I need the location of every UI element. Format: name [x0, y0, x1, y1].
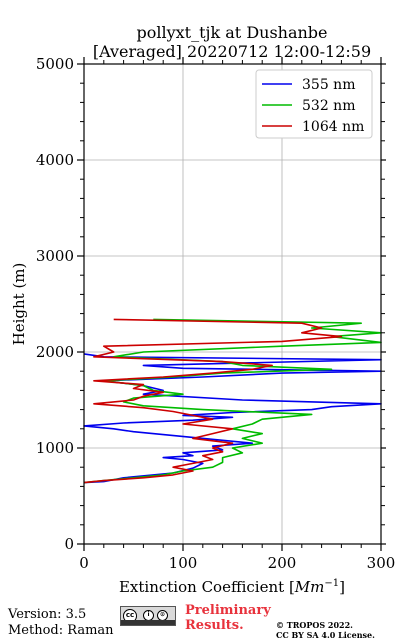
- y-axis-label: Height (m): [10, 263, 28, 346]
- method-text: Method: Raman: [8, 623, 114, 638]
- legend-label: 355 nm: [302, 77, 355, 93]
- y-tick-label: 4000: [36, 151, 74, 169]
- series-line-1: [83, 353, 382, 484]
- extinction-profile-chart: pollyxt_tjk at Dushanbe [Averaged] 20220…: [10, 23, 396, 596]
- series-line-3: [83, 318, 343, 484]
- y-tick-label: 1000: [36, 439, 74, 457]
- x-axis-unit-exp: −1: [324, 578, 339, 589]
- chart-subtitle: [Averaged] 20220712 12:00-12:59: [93, 42, 371, 61]
- y-tick-label: 3000: [36, 247, 74, 265]
- preliminary-notice: Preliminary Results.: [185, 603, 271, 633]
- copyright-notice: © TROPOS 2022. CC BY SA 4.0 License.: [276, 620, 375, 640]
- legend-box: [255, 69, 373, 139]
- x-tick-label: 300: [367, 554, 396, 572]
- x-axis-label: Extinction Coefficient [Mm−1]: [119, 578, 345, 596]
- cc-badge-bar: [121, 620, 175, 625]
- x-tick-label: 200: [268, 554, 297, 572]
- x-axis-label-text: Extinction Coefficient: [119, 578, 284, 596]
- legend-label: 1064 nm: [302, 119, 364, 135]
- x-tick-label: 0: [79, 554, 89, 572]
- version-info: Version: 3.5 Method: Raman: [8, 607, 114, 639]
- series-lines: [83, 318, 382, 484]
- x-axis-unit-base: Mm: [294, 578, 325, 596]
- plot-frame: [83, 63, 382, 545]
- legend: 355 nm 532 nm 1064 nm: [255, 69, 373, 139]
- cc-license-badge: cc i ⊙: [120, 606, 176, 626]
- y-tick-label: 0: [64, 535, 74, 553]
- axis-ticks: [77, 57, 386, 551]
- chart-title: pollyxt_tjk at Dushanbe: [136, 23, 327, 42]
- copyright-line-1: © TROPOS 2022.: [276, 620, 353, 630]
- y-tick-label: 5000: [36, 55, 74, 73]
- copyright-line-2: CC BY SA 4.0 License.: [276, 630, 375, 640]
- y-tick-label: 2000: [36, 343, 74, 361]
- x-tick-label: 100: [169, 554, 198, 572]
- preliminary-line-1: Preliminary: [185, 603, 271, 618]
- legend-label: 532 nm: [302, 98, 355, 114]
- preliminary-line-2: Results.: [185, 618, 244, 633]
- cc-icon: cc: [123, 609, 137, 623]
- version-text: Version: 3.5: [8, 607, 87, 622]
- series-line-2: [83, 318, 382, 484]
